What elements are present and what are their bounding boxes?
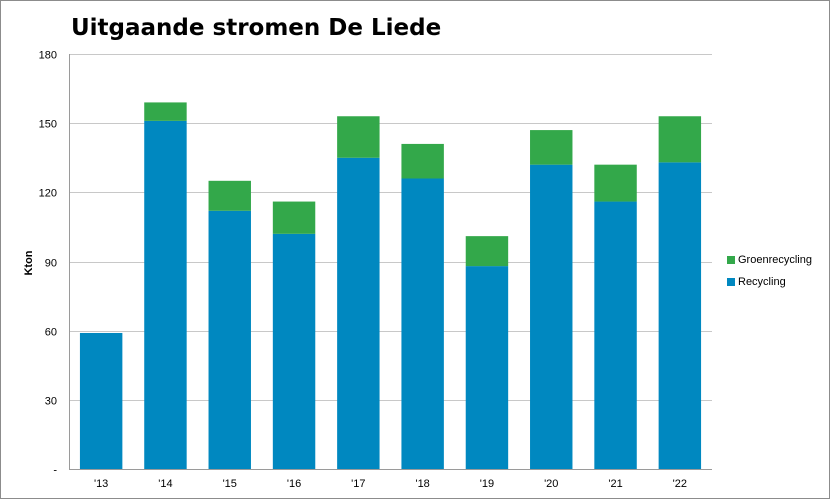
y-axis-ticks: - 30 60 90 120 150 180: [39, 50, 58, 477]
bar-recycling: [530, 164, 573, 469]
legend-item: Groenrecycling: [727, 249, 812, 271]
y-axis-label: Kton: [23, 250, 35, 275]
chart-title: Uitgaande stromen De Liede: [71, 15, 442, 41]
bar-recycling: [79, 332, 123, 469]
bar-groenrecycling: [272, 201, 316, 234]
x-tick-label: '19: [480, 478, 494, 490]
x-tick-label: '14: [158, 478, 172, 490]
bar-recycling: [208, 210, 251, 469]
legend: Groenrecycling Recycling: [727, 249, 812, 293]
y-tick-label: -: [53, 465, 57, 477]
x-tick-label: '15: [223, 478, 237, 490]
bar-recycling: [401, 178, 444, 469]
y-tick-label: 60: [45, 327, 57, 339]
bar-recycling: [594, 201, 637, 470]
bar-groenrecycling: [401, 143, 444, 179]
legend-swatch: [727, 256, 735, 264]
y-tick-label: 90: [45, 258, 57, 270]
bar-recycling: [337, 157, 380, 469]
bar-groenrecycling: [465, 236, 509, 267]
bar-series: [79, 102, 702, 470]
bar-recycling: [658, 162, 702, 469]
bar-recycling: [272, 233, 316, 469]
x-tick-label: '13: [94, 478, 108, 490]
bar-groenrecycling: [658, 116, 702, 163]
x-tick-label: '16: [287, 478, 301, 490]
bar-groenrecycling: [208, 180, 251, 211]
legend-swatch: [727, 278, 735, 286]
x-tick-label: '17: [351, 478, 365, 490]
legend-label: Groenrecycling: [738, 254, 812, 266]
x-tick-label: '18: [415, 478, 429, 490]
x-axis-ticks: '13 '14 '15 '16 '17 '18 '19 '20 '21 '22: [94, 478, 687, 490]
bar-groenrecycling: [530, 130, 573, 165]
bar-recycling: [465, 266, 509, 469]
x-tick-label: '20: [544, 478, 558, 490]
y-tick-label: 30: [45, 396, 57, 408]
y-tick-label: 120: [39, 188, 57, 200]
bar-groenrecycling: [144, 102, 187, 121]
bar-recycling: [144, 120, 187, 469]
legend-item: Recycling: [727, 271, 812, 293]
y-tick-label: 180: [39, 50, 57, 62]
bar-groenrecycling: [337, 116, 380, 158]
y-tick-label: 150: [39, 119, 57, 131]
x-tick-label: '22: [673, 478, 687, 490]
bar-groenrecycling: [594, 164, 637, 202]
legend-label: Recycling: [738, 276, 786, 288]
x-tick-label: '21: [608, 478, 622, 490]
